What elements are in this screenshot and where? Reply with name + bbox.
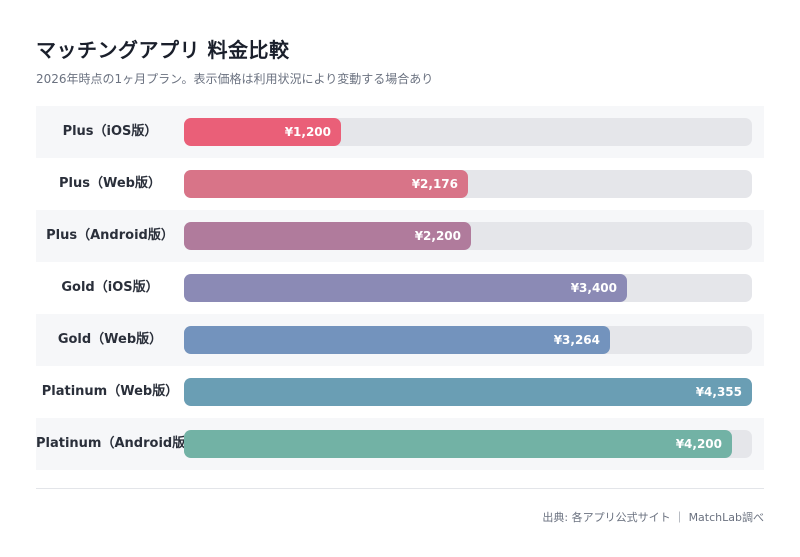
value-label: ¥3,400 [570,281,617,295]
chart-title: マッチングアプリ 料金比較 [36,38,290,62]
source-note: 出典: 各アプリ公式サイト ｜ MatchLab調べ [542,511,764,524]
bar [184,430,732,458]
bar-row: Plus（Web版） ¥2,176 [36,158,764,210]
bar [184,378,752,406]
bar [184,170,468,198]
footer-divider [36,488,764,489]
value-label: ¥1,200 [284,125,331,139]
value-label: ¥4,355 [695,385,742,399]
category-label: Platinum（Android版） [36,436,199,451]
bar [184,222,471,250]
bar-row: Gold（iOS版） ¥3,400 [36,262,764,314]
value-label: ¥2,176 [411,177,458,191]
category-label: Plus（iOS版） [62,124,158,139]
chart-subtitle: 2026年時点の1ヶ月プラン。表示価格は利用状況により変動する場合あり [36,72,434,86]
bar [184,326,610,354]
value-label: ¥2,200 [414,229,461,243]
bar [184,118,341,146]
category-label: Gold（Web版） [57,332,163,347]
category-label: Platinum（Web版） [41,384,179,399]
category-label: Plus（Web版） [59,176,161,191]
bar-chart: Plus（iOS版） ¥1,200 Plus（Web版） ¥2,176 Plus（And… [36,106,764,470]
bar-row: Platinum（Android版） ¥4,200 [36,418,764,470]
bar [184,274,627,302]
bar-row: Gold（Web版） ¥3,264 [36,314,764,366]
bar-row: Plus（iOS版） ¥1,200 [36,106,764,158]
value-label: ¥4,200 [675,437,722,451]
category-label: Gold（iOS版） [61,280,159,295]
category-label: Plus（Android版） [46,228,174,243]
bar-row: Platinum（Web版） ¥4,355 [36,366,764,418]
value-label: ¥3,264 [553,333,600,347]
bar-row: Plus（Android版） ¥2,200 [36,210,764,262]
